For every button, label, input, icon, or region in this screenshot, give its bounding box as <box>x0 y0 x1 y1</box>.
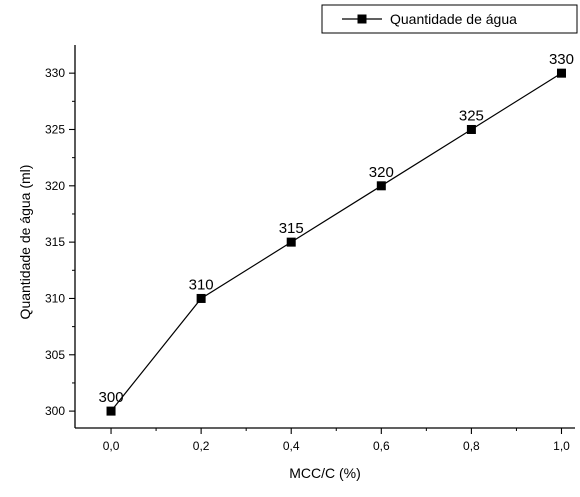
y-tick-label: 330 <box>45 66 65 80</box>
legend-entry-label: Quantidade de água <box>390 11 517 27</box>
x-tick-label: 0,6 <box>373 439 390 453</box>
ticks: 0,0 0,2 0,4 0,6 0,8 1,0 300 305 310 315 320 325 330 <box>45 66 570 453</box>
y-axis-title: Quantidade de água (ml) <box>17 165 33 320</box>
data-label: 325 <box>459 107 484 124</box>
data-point <box>106 406 116 416</box>
x-axis-title: MCC/C (%) <box>289 465 361 481</box>
x-tick-label: 1,0 <box>553 439 570 453</box>
y-tick-label: 325 <box>45 122 65 136</box>
data-point <box>196 293 206 303</box>
series <box>106 68 566 416</box>
legend: Quantidade de água <box>321 4 578 34</box>
y-tick-label: 305 <box>45 348 65 362</box>
series-line <box>110 72 562 412</box>
data-point <box>286 237 296 247</box>
data-point <box>376 181 386 191</box>
x-tick-label: 0,4 <box>283 439 300 453</box>
y-tick-label: 310 <box>45 291 65 305</box>
data-label: 330 <box>549 51 574 68</box>
data-point <box>556 68 566 78</box>
data-point <box>466 124 476 134</box>
y-tick-label: 300 <box>45 404 65 418</box>
data-label: 315 <box>279 220 304 237</box>
y-tick-label: 315 <box>45 235 65 249</box>
legend-marker-sample <box>357 14 367 24</box>
y-tick-label: 320 <box>45 179 65 193</box>
data-label: 300 <box>99 389 124 406</box>
x-tick-label: 0,2 <box>193 439 210 453</box>
data-label: 320 <box>369 164 394 181</box>
x-tick-label: 0,0 <box>103 439 120 453</box>
data-label: 310 <box>189 276 214 293</box>
x-tick-label: 0,8 <box>463 439 480 453</box>
data-labels: 300 310 315 320 325 330 <box>99 51 574 406</box>
